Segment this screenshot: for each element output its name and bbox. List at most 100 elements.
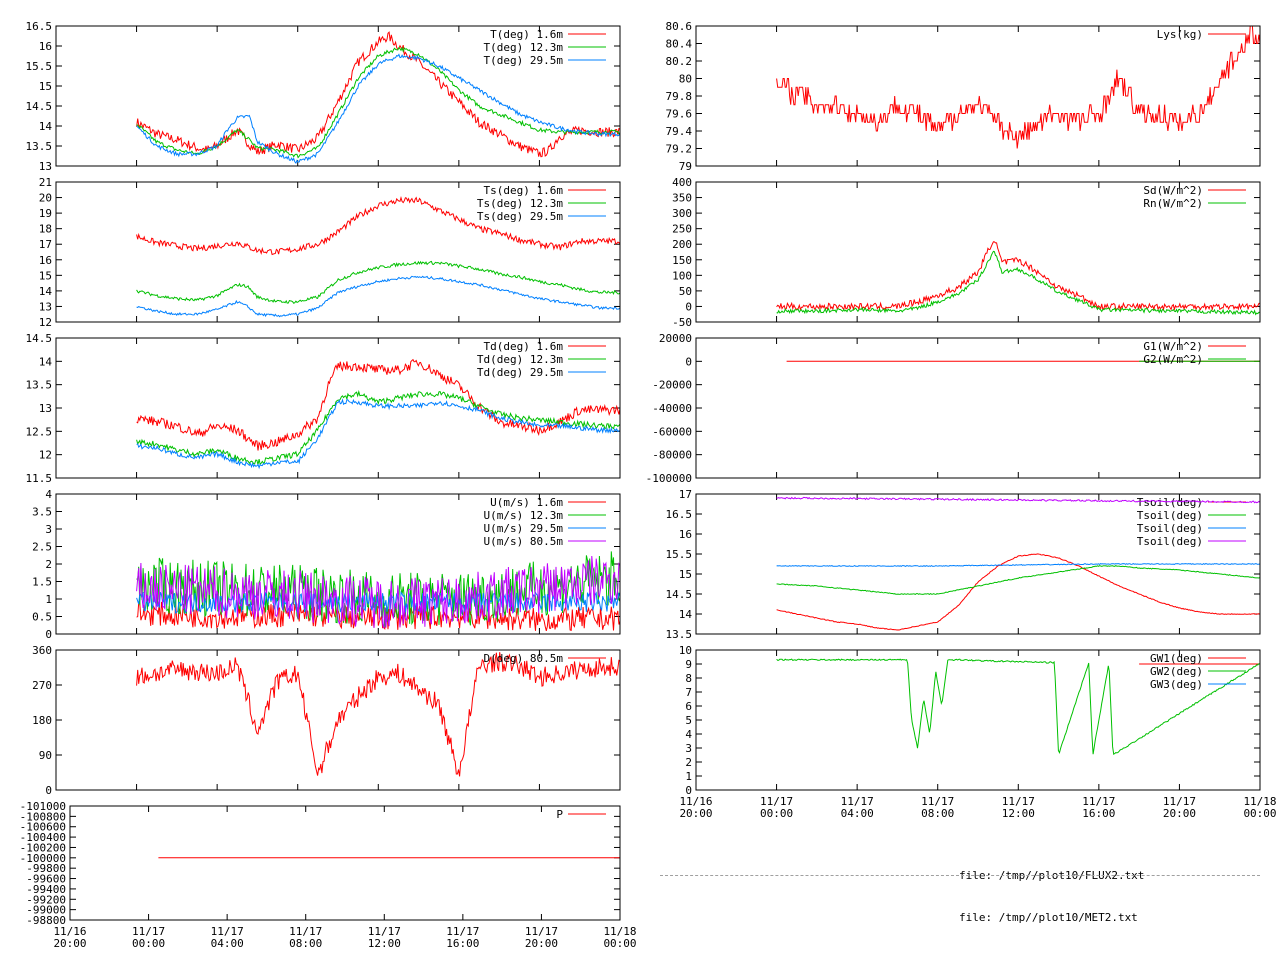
y-tick-label: 80 bbox=[679, 73, 692, 86]
series-line bbox=[136, 398, 620, 470]
y-tick-label: 14 bbox=[39, 120, 53, 133]
y-tick-label: 0.5 bbox=[32, 611, 52, 624]
series-line bbox=[136, 53, 620, 165]
y-tick-label: -99400 bbox=[26, 883, 66, 896]
y-tick-label: 0 bbox=[685, 300, 692, 313]
series-line bbox=[776, 658, 1260, 756]
y-tick-label: 80.6 bbox=[666, 20, 693, 33]
y-tick-label: 16.5 bbox=[26, 20, 53, 33]
y-tick-label: 14.5 bbox=[666, 588, 693, 601]
x-tick-label: 11/17 08:00 bbox=[289, 925, 322, 950]
panel-u: 0 0.5 1 1.5 2 2.5 3 3.5 4 U(m/s) 1.6mU(m/s) 12.3m… bbox=[32, 488, 621, 641]
x-tick-label: 11/17 20:00 bbox=[525, 925, 558, 950]
y-tick-label: 3 bbox=[685, 742, 692, 755]
legend-label: Tsoil(deg) bbox=[1137, 522, 1203, 535]
y-tick-label: 80.4 bbox=[666, 38, 693, 51]
y-tick-label: 13.5 bbox=[666, 628, 693, 641]
x-tick-label: 11/17 00:00 bbox=[760, 795, 793, 820]
panel-p: -101000-100800-100600-100400-100200-1000… bbox=[20, 800, 637, 950]
x-tick-label: 11/17 04:00 bbox=[211, 925, 244, 950]
y-tick-label: 17 bbox=[39, 238, 52, 251]
legend-label: Ts(deg) 12.3m bbox=[477, 197, 563, 210]
y-tick-label: 16 bbox=[39, 254, 52, 267]
series-line bbox=[136, 275, 620, 318]
y-tick-label: 2 bbox=[685, 756, 692, 769]
y-tick-label: 15.5 bbox=[666, 548, 693, 561]
plot-frame bbox=[695, 181, 1261, 323]
plot-frame bbox=[69, 805, 621, 921]
series-line bbox=[776, 26, 1260, 149]
x-tick-label: 11/16 20:00 bbox=[53, 925, 86, 950]
y-tick-label: 79.2 bbox=[666, 143, 693, 156]
y-tick-label: 12 bbox=[39, 316, 52, 329]
y-tick-label: 1 bbox=[685, 770, 692, 783]
series-line bbox=[776, 553, 1260, 631]
series-line bbox=[136, 652, 620, 777]
y-tick-label: 8 bbox=[685, 672, 692, 685]
y-tick-label: -99200 bbox=[26, 893, 66, 906]
y-tick-label: 14.5 bbox=[26, 332, 53, 345]
plot-frame bbox=[695, 337, 1261, 479]
x-tick-label: 11/18 00:00 bbox=[1243, 795, 1276, 820]
series-line bbox=[136, 196, 620, 256]
y-tick-label: 16 bbox=[39, 40, 52, 53]
y-tick-label: 0 bbox=[45, 628, 52, 641]
series-line bbox=[136, 358, 620, 451]
x-tick-label: 11/17 12:00 bbox=[368, 925, 401, 950]
x-tick-label: 11/17 04:00 bbox=[841, 795, 874, 820]
series-line bbox=[776, 565, 1260, 595]
y-tick-label: 79 bbox=[679, 160, 692, 173]
y-tick-label: 80.2 bbox=[666, 55, 693, 68]
legend-label: U(m/s) 1.6m bbox=[490, 496, 563, 509]
legend-label: U(m/s) 12.3m bbox=[484, 509, 564, 522]
file-list: file: /tmp//plot10/FLUX2.txt file: /tmp/… bbox=[959, 841, 1144, 939]
y-tick-label: -101000 bbox=[20, 800, 66, 813]
legend-label: Tsoil(deg) bbox=[1137, 509, 1203, 522]
legend-label: GW3(deg) bbox=[1150, 678, 1203, 691]
x-tick-label: 11/17 16:00 bbox=[446, 925, 479, 950]
y-tick-label: -40000 bbox=[652, 402, 692, 415]
y-tick-label: 14 bbox=[39, 355, 53, 368]
y-tick-label: 12.5 bbox=[26, 425, 53, 438]
y-tick-label: -100000 bbox=[646, 472, 692, 485]
y-tick-label: 3.5 bbox=[32, 506, 52, 519]
plot-frame bbox=[55, 649, 621, 791]
y-tick-label: 300 bbox=[672, 207, 692, 220]
y-tick-label: -60000 bbox=[652, 425, 692, 438]
y-tick-label: 90 bbox=[39, 749, 52, 762]
y-tick-label: 4 bbox=[685, 728, 692, 741]
y-tick-label: 79.8 bbox=[666, 90, 693, 103]
y-tick-label: 15 bbox=[679, 568, 692, 581]
legend-label: Tsoil(deg) bbox=[1137, 535, 1203, 548]
file-line-met: file: /tmp//plot10/MET2.txt bbox=[959, 911, 1138, 924]
panel-g: -100000 -80000 -60000 -40000 -20000 0 20000 G1(… bbox=[646, 332, 1261, 485]
x-tick-label: 11/18 00:00 bbox=[603, 925, 636, 950]
x-tick-label: 11/16 20:00 bbox=[679, 795, 712, 820]
y-tick-label: 14 bbox=[679, 608, 693, 621]
legend-label: GW2(deg) bbox=[1150, 665, 1203, 678]
y-tick-label: 0 bbox=[685, 784, 692, 797]
y-tick-label: -99800 bbox=[26, 862, 66, 875]
y-tick-label: -100800 bbox=[20, 810, 66, 823]
y-tick-label: 18 bbox=[39, 223, 52, 236]
y-tick-label: 19 bbox=[39, 207, 52, 220]
x-tick-label: 11/17 16:00 bbox=[1082, 795, 1115, 820]
legend-label: Lys(kg) bbox=[1157, 28, 1203, 41]
y-tick-label: 270 bbox=[32, 679, 52, 692]
legend-label: D(deg) 80.5m bbox=[484, 652, 564, 665]
y-tick-label: 16.5 bbox=[666, 508, 693, 521]
y-tick-label: 0 bbox=[685, 355, 692, 368]
series-line bbox=[776, 250, 1260, 316]
series-line bbox=[776, 241, 1260, 312]
legend-label: Td(deg) 29.5m bbox=[477, 366, 563, 379]
y-tick-label: 14 bbox=[39, 285, 53, 298]
series-line bbox=[776, 496, 1260, 504]
legend-label: Ts(deg) 1.6m bbox=[484, 184, 564, 197]
y-tick-label: 16 bbox=[679, 528, 692, 541]
y-tick-label: 13 bbox=[39, 300, 52, 313]
y-tick-label: -99600 bbox=[26, 873, 66, 886]
y-tick-label: 20000 bbox=[659, 332, 692, 345]
